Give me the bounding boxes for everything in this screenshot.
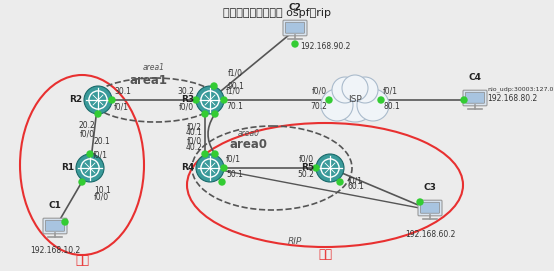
Circle shape [196, 86, 224, 114]
Text: 192.168.10.2: 192.168.10.2 [30, 246, 80, 255]
Text: 60.1: 60.1 [348, 182, 365, 191]
Circle shape [219, 179, 225, 185]
Circle shape [292, 41, 298, 47]
Circle shape [316, 154, 344, 182]
Text: 192.168.60.2: 192.168.60.2 [405, 230, 455, 239]
Circle shape [62, 219, 68, 225]
Text: f0/0: f0/0 [187, 137, 202, 146]
Text: 192.168.80.2: 192.168.80.2 [487, 94, 537, 103]
Text: ISP: ISP [348, 95, 362, 105]
Text: f1/0: f1/0 [226, 87, 241, 96]
FancyBboxPatch shape [283, 20, 307, 36]
Text: 杭州: 杭州 [75, 253, 89, 266]
Text: f0/1: f0/1 [226, 155, 241, 164]
Text: C4: C4 [469, 73, 481, 82]
Text: f0/2: f0/2 [187, 122, 202, 131]
Text: nio_udp:30003:127.0.0.1:20003: nio_udp:30003:127.0.0.1:20003 [487, 86, 554, 92]
Text: f0/0: f0/0 [179, 102, 194, 111]
Text: f1/0: f1/0 [228, 69, 243, 78]
Text: R3: R3 [181, 95, 194, 105]
Circle shape [202, 111, 208, 117]
Text: 70.1: 70.1 [226, 102, 243, 111]
Text: RIP: RIP [288, 237, 302, 247]
Text: f0/1: f0/1 [93, 150, 108, 159]
Text: 50.1: 50.1 [226, 170, 243, 179]
Text: f0/0: f0/0 [299, 155, 314, 164]
Circle shape [196, 154, 224, 182]
Circle shape [378, 97, 384, 103]
Circle shape [313, 165, 319, 171]
Circle shape [95, 111, 101, 117]
Text: area0: area0 [229, 138, 267, 151]
Text: f0/1: f0/1 [348, 176, 363, 185]
Text: 40.2: 40.2 [185, 143, 202, 152]
Circle shape [221, 165, 227, 171]
Circle shape [202, 151, 208, 157]
Text: area0: area0 [238, 130, 260, 138]
Text: area1: area1 [129, 73, 167, 86]
FancyBboxPatch shape [285, 22, 305, 33]
Text: f0/0: f0/0 [80, 130, 95, 138]
Text: 20.2: 20.2 [78, 121, 95, 131]
Text: C3: C3 [424, 183, 437, 192]
Text: 20.1: 20.1 [93, 137, 110, 146]
Text: 90.1: 90.1 [228, 82, 245, 91]
Circle shape [333, 78, 377, 122]
Text: f0/0: f0/0 [312, 87, 327, 96]
Circle shape [221, 97, 227, 103]
Circle shape [212, 151, 218, 157]
FancyBboxPatch shape [43, 218, 67, 234]
Text: 70.2: 70.2 [310, 102, 327, 111]
Text: R4: R4 [181, 163, 194, 173]
Text: f0/0: f0/0 [94, 192, 109, 201]
Text: 上海: 上海 [318, 249, 332, 262]
Text: 80.1: 80.1 [383, 102, 400, 111]
Text: C1: C1 [49, 201, 61, 210]
Circle shape [352, 77, 378, 103]
Text: 30.1: 30.1 [114, 87, 131, 96]
Circle shape [326, 97, 332, 103]
Circle shape [76, 154, 104, 182]
FancyBboxPatch shape [465, 92, 485, 103]
Circle shape [109, 97, 115, 103]
Text: 路由重分发配置实例 ospf、rip: 路由重分发配置实例 ospf、rip [223, 8, 331, 18]
Text: 10.1: 10.1 [94, 186, 111, 195]
Circle shape [342, 75, 368, 101]
Circle shape [79, 179, 85, 185]
Circle shape [211, 83, 217, 89]
Circle shape [357, 89, 389, 121]
Circle shape [337, 179, 343, 185]
FancyBboxPatch shape [463, 90, 487, 106]
Text: R2: R2 [69, 95, 82, 105]
Text: 50.2: 50.2 [297, 170, 314, 179]
Text: f0/1: f0/1 [383, 87, 398, 96]
Text: 192.168.90.2: 192.168.90.2 [300, 42, 350, 51]
Circle shape [417, 199, 423, 205]
Circle shape [461, 97, 467, 103]
FancyArrowPatch shape [208, 116, 213, 152]
Circle shape [321, 89, 353, 121]
FancyBboxPatch shape [418, 200, 442, 216]
Circle shape [87, 151, 93, 157]
Circle shape [212, 111, 218, 117]
Text: area1: area1 [143, 63, 165, 72]
Text: 40.1: 40.1 [185, 128, 202, 137]
Text: 30.2: 30.2 [177, 87, 194, 96]
Text: f0/1: f0/1 [114, 102, 129, 111]
Text: R5: R5 [301, 163, 314, 173]
Text: R1: R1 [61, 163, 74, 173]
FancyBboxPatch shape [45, 220, 64, 231]
FancyBboxPatch shape [420, 202, 439, 213]
Text: C2: C2 [289, 3, 301, 12]
Circle shape [332, 77, 358, 103]
Circle shape [193, 97, 199, 103]
Circle shape [84, 86, 112, 114]
